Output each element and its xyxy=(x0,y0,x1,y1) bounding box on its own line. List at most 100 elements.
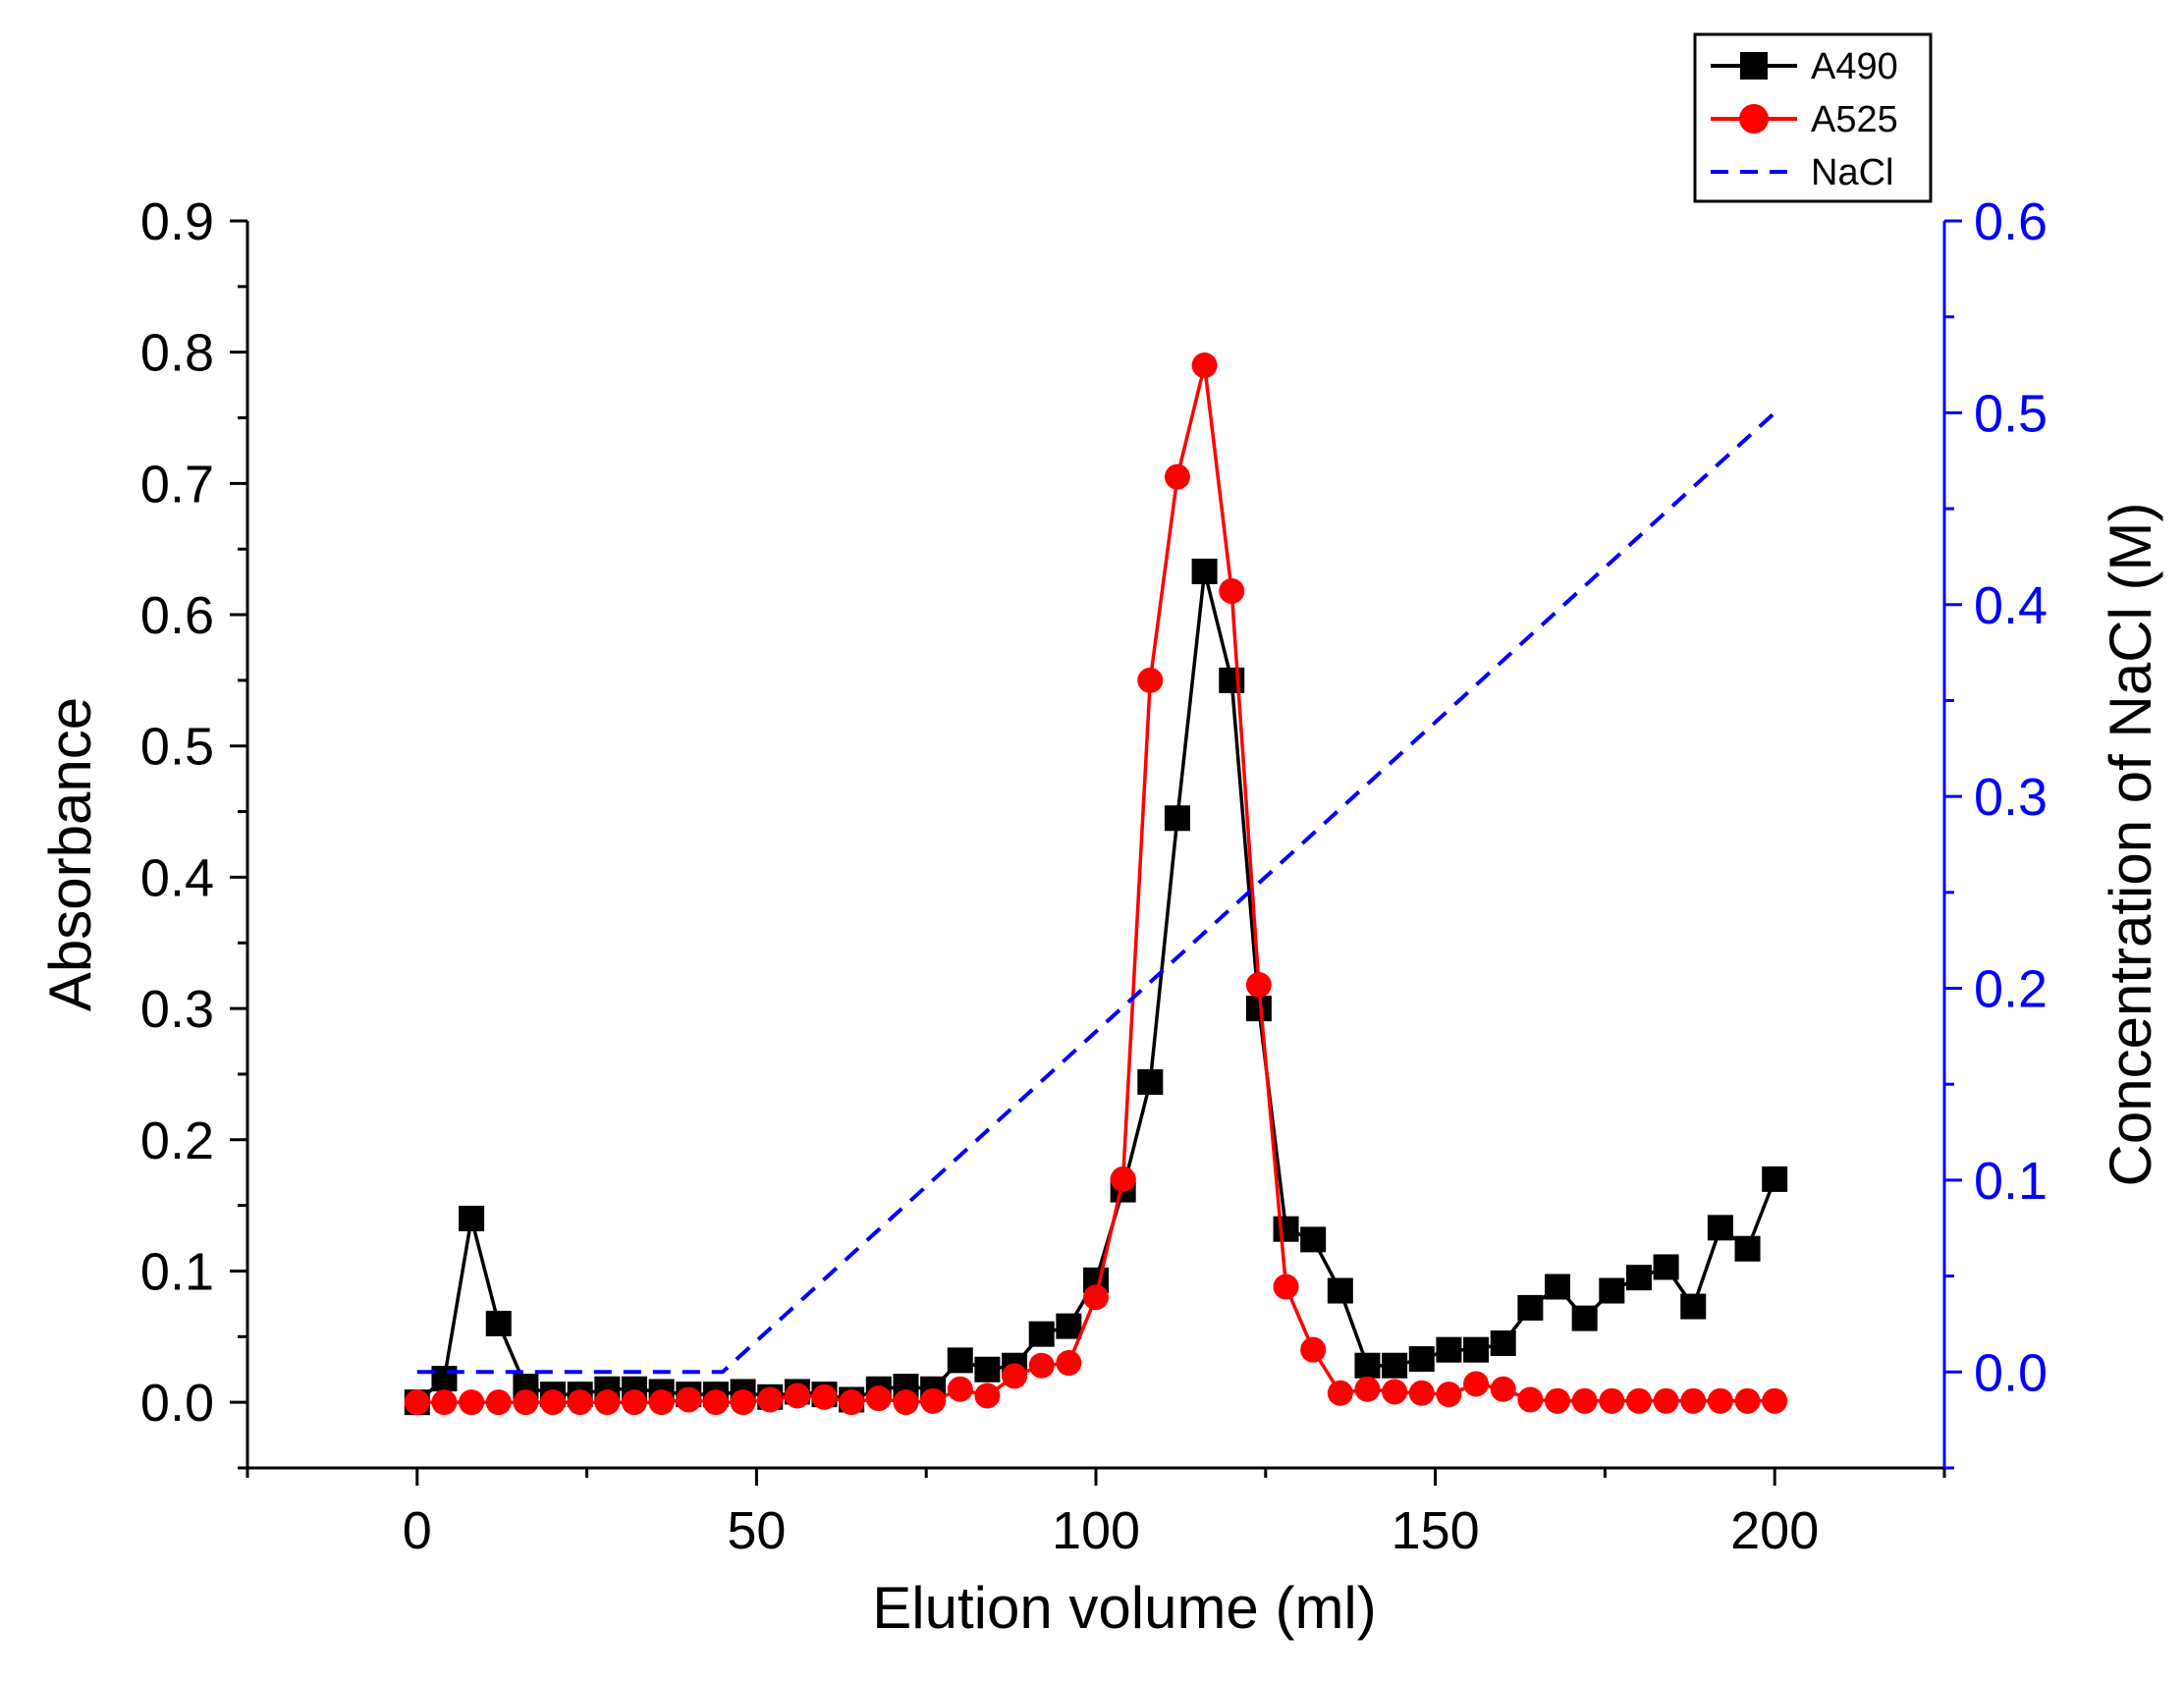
series-a490-point xyxy=(1625,1265,1652,1291)
series-a525-point xyxy=(1408,1380,1435,1406)
series-a525-point xyxy=(1354,1376,1381,1402)
y2-tick-label: 0.0 xyxy=(1974,1343,2048,1402)
series-a490-point xyxy=(1490,1330,1516,1356)
y-tick-label: 0.6 xyxy=(140,586,214,645)
series-a525-point xyxy=(1300,1336,1327,1363)
series-a490-point xyxy=(1219,667,1245,693)
y-tick-label: 0.8 xyxy=(140,324,214,383)
series-a525-point xyxy=(757,1386,784,1413)
series-a525-point xyxy=(1463,1371,1490,1397)
series-a490-point xyxy=(974,1356,1001,1383)
series-a525-point xyxy=(974,1383,1001,1409)
series-a525-point xyxy=(865,1385,892,1412)
series-a525-point xyxy=(784,1383,810,1409)
series-a490-point xyxy=(1680,1293,1707,1320)
series-layer xyxy=(404,352,1788,1416)
legend-a490-marker xyxy=(1740,52,1768,80)
series-a525-point xyxy=(1083,1284,1109,1311)
series-a525-point xyxy=(1625,1387,1652,1414)
series-a490-point xyxy=(459,1206,485,1231)
x-tick-label: 200 xyxy=(1730,1501,1819,1560)
y-tick-label: 0.2 xyxy=(140,1112,214,1170)
series-a525-point xyxy=(594,1389,621,1416)
y-tick-label: 0.3 xyxy=(140,980,214,1039)
series-a525-point xyxy=(513,1389,539,1416)
series-a490-point xyxy=(1653,1254,1679,1280)
series-a525-point xyxy=(1382,1379,1408,1405)
series-a490-point xyxy=(1164,805,1190,832)
series-a490-point xyxy=(1545,1274,1571,1300)
series-a525-point xyxy=(1245,972,1272,999)
series-a525-point xyxy=(676,1386,702,1413)
ticks: 0 50 100 150 200 0.0 0.1 0.2 0.3 0.4 0.5 0.6 0.7 0.8 0… xyxy=(140,192,2048,1560)
series-a525-point xyxy=(1028,1352,1055,1379)
series-a525-point xyxy=(1762,1387,1788,1414)
series-a490-point xyxy=(1762,1166,1788,1192)
series-a525-point xyxy=(1734,1387,1761,1414)
series-a490-point xyxy=(431,1366,458,1392)
y-tick-label: 0.1 xyxy=(140,1242,214,1301)
series-a525-point xyxy=(1545,1387,1571,1414)
series-a525-point xyxy=(1191,352,1218,379)
series-a525-point xyxy=(1273,1274,1299,1300)
series-a525-point xyxy=(1517,1386,1544,1413)
series-a525-point xyxy=(1653,1387,1679,1414)
series-a490-point xyxy=(485,1310,512,1336)
series-a525-point xyxy=(893,1389,919,1416)
series-a525-point xyxy=(404,1389,430,1416)
y-tick-label: 0.4 xyxy=(140,848,214,907)
series-a525-point xyxy=(702,1389,729,1416)
y2-tick-label: 0.3 xyxy=(1974,768,2048,827)
y-tick-label: 0.5 xyxy=(140,718,214,777)
series-a490-point xyxy=(1056,1313,1082,1339)
series-a525-point xyxy=(485,1389,512,1416)
legend-nacl-label: NaCl xyxy=(1811,152,1893,193)
y-axis-title: Absorbance xyxy=(37,697,103,1011)
y2-tick-label: 0.6 xyxy=(1974,192,2048,251)
series-a525-point xyxy=(1571,1387,1598,1414)
series-a490-point xyxy=(1408,1346,1435,1373)
y2-tick-label: 0.2 xyxy=(1974,960,2048,1019)
x-tick-label: 150 xyxy=(1392,1501,1480,1560)
series-a525-point xyxy=(1056,1350,1082,1377)
series-a525-point xyxy=(431,1389,458,1416)
series-a525-point xyxy=(567,1389,593,1416)
y2-tick-label: 0.5 xyxy=(1974,384,2048,443)
y2-tick-label: 0.1 xyxy=(1974,1152,2048,1211)
x-axis-title: Elution volume (ml) xyxy=(872,1575,1377,1641)
series-a490-point xyxy=(1028,1321,1055,1347)
series-a490-point xyxy=(1571,1305,1598,1331)
series-a525-point xyxy=(920,1387,947,1414)
series-a525-point xyxy=(459,1389,485,1416)
x-tick-label: 50 xyxy=(727,1501,786,1560)
legend-a525-label: A525 xyxy=(1811,99,1898,140)
legend: A490 A525 NaCl xyxy=(1693,32,1933,203)
legend-a525-marker xyxy=(1739,104,1769,134)
series-a490-point xyxy=(1137,1068,1164,1095)
y2-tick-label: 0.4 xyxy=(1974,576,2048,635)
series-a525-point xyxy=(811,1383,838,1410)
x-tick-label: 0 xyxy=(403,1501,432,1560)
series-nacl-line xyxy=(416,410,1776,1375)
series-a525-point xyxy=(621,1389,647,1416)
y-tick-label: 0.7 xyxy=(140,455,214,514)
y-tick-label: 0.0 xyxy=(140,1374,214,1433)
series-a525-point xyxy=(839,1389,865,1416)
series-a490-point xyxy=(947,1347,973,1374)
series-a525-point xyxy=(1707,1387,1733,1414)
series-a490-point xyxy=(1436,1336,1462,1363)
series-a525-point xyxy=(1680,1387,1707,1414)
y-tick-label: 0.9 xyxy=(140,192,214,251)
series-a525-point xyxy=(730,1389,756,1416)
series-a525-point xyxy=(1327,1380,1353,1406)
series-a490-point xyxy=(1599,1277,1625,1304)
series-a525-point xyxy=(1436,1382,1462,1408)
x-tick-label: 100 xyxy=(1052,1501,1140,1560)
series-a525-point xyxy=(1110,1166,1136,1192)
series-a490-point xyxy=(1300,1226,1327,1253)
series-a490-point xyxy=(1517,1294,1544,1321)
y2-axis-title: Concentration of NaCl (M) xyxy=(2098,503,2163,1187)
series-a525-point xyxy=(540,1389,567,1416)
series-a490-point xyxy=(1354,1352,1381,1379)
series-a490-point xyxy=(1327,1277,1353,1304)
